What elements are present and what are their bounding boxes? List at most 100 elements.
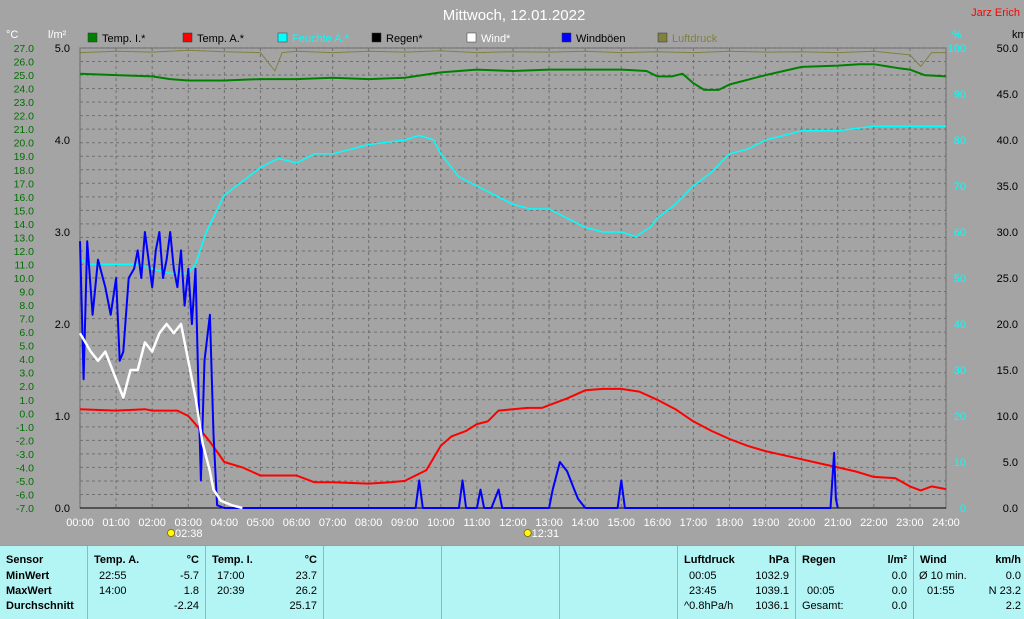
tick-label-wind: 20.0 — [997, 319, 1018, 331]
legend-label: Feuchte A.* — [292, 33, 350, 45]
tick-label-wind: 50.0 — [997, 43, 1018, 55]
tick-label-pct: 70 — [954, 181, 966, 193]
tick-label-time: 05:00 — [247, 517, 275, 529]
tick-label-temp: -3.0 — [16, 449, 34, 461]
legend-label: Luftdruck — [672, 33, 718, 45]
legend-swatch — [561, 32, 572, 43]
tick-label-temp: 14.0 — [14, 219, 35, 231]
stats-rain-r1: 0.0 — [891, 570, 907, 582]
tick-label-time: 18:00 — [716, 517, 744, 529]
tick-label-time: 16:00 — [644, 517, 672, 529]
tick-label-wind: 5.0 — [1003, 457, 1018, 469]
tick-label-pct: 50 — [954, 273, 966, 285]
stats-panel: Sensor MinWert MaxWert Durchschnitt Temp… — [0, 545, 1024, 619]
tick-label-time: 23:00 — [896, 517, 924, 529]
stats-temp-a-min: -5.7 — [180, 570, 199, 582]
weather-chart: Mittwoch, 12.01.2022 Jarz Erich °C l/m² … — [6, 7, 1024, 540]
tick-label-wind: 0.0 — [1003, 503, 1018, 515]
legend-label: Windböen — [576, 33, 626, 45]
tick-label-time: 04:00 — [211, 517, 239, 529]
stats-col-temp-a: Temp. A. °C 22:55 -5.7 14:00 1.8 -2.24 — [87, 546, 206, 619]
tick-label-temp: 15.0 — [14, 205, 35, 217]
stats-wind-r1: 0.0 — [1005, 570, 1021, 582]
tick-label-pct: 30 — [954, 365, 966, 377]
tick-label-wind: 25.0 — [997, 273, 1018, 285]
stats-pressure-max: 1039.1 — [755, 585, 789, 597]
stats-rain-r3-label: Gesamt: — [802, 600, 844, 612]
tick-label-rain: 1.0 — [55, 411, 70, 423]
unit-right-pct: % — [952, 29, 962, 41]
stats-col-empty-1 — [323, 546, 442, 619]
stats-pressure-min-time: 00:05 — [689, 570, 717, 582]
stats-rain-r2-label: 00:05 — [807, 585, 835, 597]
tick-label-temp: -2.0 — [16, 435, 34, 447]
stats-temp-a-header: Temp. A. — [94, 554, 140, 566]
stats-col-empty-3 — [559, 546, 678, 619]
tick-label-temp: 11.0 — [14, 259, 34, 271]
tick-label-temp: 2.0 — [19, 381, 34, 393]
series-line-luftdruck — [79, 49, 946, 72]
stats-col-rain: Regen l/m² 0.0 00:05 0.0 Gesamt: 0.0 — [795, 546, 914, 619]
markers: 02:38 12:31 — [167, 528, 560, 540]
tick-label-temp: 17.0 — [14, 178, 35, 190]
stats-wind-r1-label: Ø 10 min. — [919, 570, 967, 582]
tick-label-wind: 35.0 — [997, 181, 1018, 193]
stats-wind-r3: 2.2 — [1005, 600, 1021, 612]
stats-row-max: MaxWert — [6, 585, 52, 597]
stats-temp-a-unit: °C — [186, 554, 199, 566]
tick-label-time: 17:00 — [680, 517, 708, 529]
series-line-temp-i — [79, 63, 947, 91]
tick-label-temp: 8.0 — [19, 300, 34, 312]
stats-temp-i-max-time: 20:39 — [217, 585, 245, 597]
tick-label-temp: 24.0 — [14, 84, 35, 96]
tick-label-temp: -7.0 — [16, 503, 34, 515]
stats-wind-r2: N 23.2 — [988, 585, 1021, 597]
tick-label-time: 22:00 — [860, 517, 888, 529]
tick-label-time: 20:00 — [788, 517, 816, 529]
stats-pressure-unit: hPa — [768, 554, 789, 566]
tick-label-time: 10:00 — [427, 517, 455, 529]
series-line-feuchte-a — [79, 125, 946, 275]
legend-swatch — [371, 32, 382, 43]
tick-label-temp: 5.0 — [19, 341, 34, 353]
tick-label-rain: 0.0 — [55, 503, 70, 515]
series-group — [78, 49, 947, 510]
marker-time-label: 12:31 — [532, 528, 560, 540]
tick-label-time: 19:00 — [752, 517, 780, 529]
stats-col-sensor: Sensor MinWert MaxWert Durchschnitt — [0, 546, 88, 619]
stats-pressure-trend: 1036.1 — [755, 600, 789, 612]
stats-temp-i-min: 23.7 — [295, 570, 317, 582]
tick-label-temp: 1.0 — [19, 395, 34, 407]
tick-label-temp: 0.0 — [19, 408, 34, 420]
stats-temp-i-min-time: 17:00 — [217, 570, 245, 582]
legend-label: Temp. I.* — [102, 33, 146, 45]
tick-label-temp: 22.0 — [14, 111, 35, 123]
tick-label-temp: 26.0 — [14, 57, 35, 69]
stats-pressure-min: 1032.9 — [755, 570, 789, 582]
stats-col-wind: Wind km/h Ø 10 min. 0.0 01:55 N 23.2 2.2 — [913, 546, 1024, 619]
tick-label-temp: 23.0 — [14, 97, 35, 109]
tick-label-time: 21:00 — [824, 517, 852, 529]
stats-col-temp-i: Temp. I. °C 17:00 23.7 20:39 26.2 25.17 — [205, 546, 324, 619]
tick-label-temp: -6.0 — [16, 489, 34, 501]
tick-label-time: 12:00 — [499, 517, 527, 529]
tick-label-wind: 45.0 — [997, 89, 1018, 101]
tick-label-temp: 10.0 — [14, 273, 35, 285]
tick-label-temp: 25.0 — [14, 70, 35, 82]
tick-label-temp: -1.0 — [16, 422, 34, 434]
stats-temp-i-unit: °C — [304, 554, 317, 566]
stats-row-avg: Durchschnitt — [6, 600, 74, 612]
tick-label-wind: 30.0 — [997, 227, 1018, 239]
legend-label: Wind* — [481, 33, 511, 45]
tick-label-time: 13:00 — [535, 517, 563, 529]
tick-label-temp: 27.0 — [14, 43, 35, 55]
tick-label-pct: 40 — [954, 319, 966, 331]
tick-label-pct: 100 — [948, 43, 966, 55]
stats-pressure-trend-label: ^0.8hPa/h — [684, 600, 734, 612]
axes: 27.026.025.024.023.022.021.020.019.018.0… — [14, 43, 1018, 529]
tick-label-rain: 5.0 — [55, 43, 70, 55]
tick-label-temp: 21.0 — [14, 124, 35, 136]
stats-col-pressure: Luftdruck hPa 00:05 1032.9 23:45 1039.1 … — [677, 546, 796, 619]
tick-label-pct: 90 — [954, 89, 966, 101]
tick-label-time: 01:00 — [102, 517, 130, 529]
